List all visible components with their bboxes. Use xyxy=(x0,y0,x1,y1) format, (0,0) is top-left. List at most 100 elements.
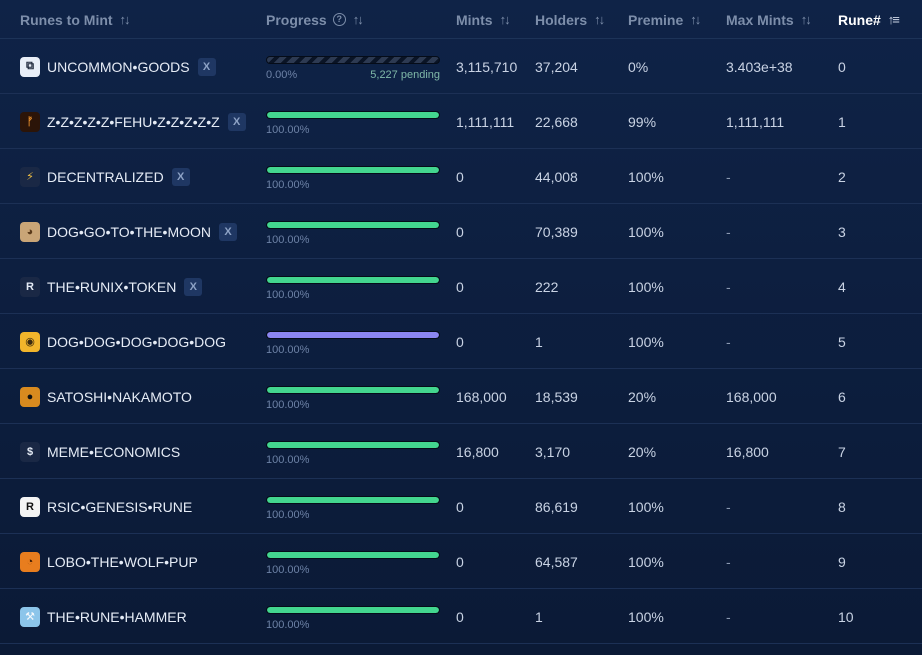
progress-percent: 0.00% xyxy=(266,69,298,81)
max-mints-value: - xyxy=(726,333,731,350)
lightning-icon: ⚡ xyxy=(20,166,40,187)
mints-value: 0 xyxy=(456,333,464,350)
premine-value: 100% xyxy=(628,168,664,185)
rune-name[interactable]: THE•RUNIX•TOKEN xyxy=(47,278,177,295)
rune-number-value: 2 xyxy=(838,168,846,185)
holders-value: 44,008 xyxy=(535,168,578,185)
mints-value: 16,800 xyxy=(456,443,499,460)
rune-name-cell[interactable]: ⚡ DECENTRALIZED X xyxy=(20,149,190,204)
rune-name-cell[interactable]: R RSIC•GENESIS•RUNE xyxy=(20,479,192,534)
max-mints-value: - xyxy=(726,168,731,185)
rune-name-cell[interactable]: ⧉ UNCOMMON•GOODS X xyxy=(20,39,216,94)
table-row[interactable]: ⚒ THE•RUNE•HAMMER 100.00% 0 1 100% - 10 xyxy=(0,589,922,644)
sort-icon[interactable]: ↑↓ xyxy=(119,12,131,27)
rune-name[interactable]: UNCOMMON•GOODS xyxy=(47,58,190,75)
rune-name[interactable]: SATOSHI•NAKAMOTO xyxy=(47,388,192,405)
col-runes-to-mint[interactable]: Runes to Mint ↑↓ xyxy=(20,11,131,28)
rune-name-cell[interactable]: ᚠ Z•Z•Z•Z•Z•FEHU•Z•Z•Z•Z•Z X xyxy=(20,94,246,149)
rune-name-cell[interactable]: ◔ LOBO•THE•WOLF•PUP xyxy=(20,534,198,589)
sort-icon[interactable]: ↑↓ xyxy=(499,12,511,27)
rune-name[interactable]: THE•RUNE•HAMMER xyxy=(47,608,187,625)
x-twitter-icon[interactable]: X xyxy=(219,222,238,241)
progress-percent: 100.00% xyxy=(266,564,310,576)
rune-name[interactable]: Z•Z•Z•Z•Z•FEHU•Z•Z•Z•Z•Z xyxy=(47,113,220,130)
uncommon-goods-icon: ⧉ xyxy=(20,56,40,77)
x-twitter-icon[interactable]: X xyxy=(184,277,203,296)
progress-bar xyxy=(266,551,440,559)
rune-number-value: 0 xyxy=(838,58,846,75)
sort-icon[interactable]: ↑↓ xyxy=(690,12,701,27)
max-mints-value: - xyxy=(726,553,731,570)
rune-name-cell[interactable]: R THE•RUNIX•TOKEN X xyxy=(20,259,203,314)
max-mints-value: 1,111,111 xyxy=(726,113,785,130)
rune-name[interactable]: DOG•GO•TO•THE•MOON xyxy=(47,223,212,240)
progress-percent: 100.00% xyxy=(266,234,310,246)
rune-number-value: 1 xyxy=(838,113,846,130)
rune-name-cell[interactable]: $ MEME•ECONOMICS xyxy=(20,424,180,479)
col-max-mints[interactable]: Max Mints ↑↓ xyxy=(726,11,812,28)
premine-value: 99% xyxy=(628,113,657,130)
premine-value: 100% xyxy=(628,278,664,295)
progress-bar xyxy=(266,441,440,449)
progress-cell: 100.00% xyxy=(266,259,440,314)
progress-bar xyxy=(266,111,440,119)
rune-name[interactable]: RSIC•GENESIS•RUNE xyxy=(47,498,193,515)
progress-percent: 100.00% xyxy=(266,179,310,191)
rune-name[interactable]: MEME•ECONOMICS xyxy=(47,443,181,460)
table-row[interactable]: R THE•RUNIX•TOKEN X 100.00% 0 222 100% -… xyxy=(0,259,922,314)
col-rune-number[interactable]: Rune# ↑≡ xyxy=(838,11,900,28)
table-row[interactable]: R RSIC•GENESIS•RUNE 100.00% 0 86,619 100… xyxy=(0,479,922,534)
mints-value: 0 xyxy=(456,278,464,295)
table-row[interactable]: $ MEME•ECONOMICS 100.00% 16,800 3,170 20… xyxy=(0,424,922,479)
holders-value: 18,539 xyxy=(535,388,578,405)
rune-name[interactable]: DECENTRALIZED xyxy=(47,168,164,185)
dollar-icon: $ xyxy=(20,441,40,462)
fehu-icon: ᚠ xyxy=(20,111,40,132)
table-row[interactable]: ◉ DOG•DOG•DOG•DOG•DOG 100.00% 0 1 100% -… xyxy=(0,314,922,369)
progress-bar xyxy=(266,331,440,339)
premine-value: 100% xyxy=(628,223,664,240)
table-row[interactable]: ◕ DOG•GO•TO•THE•MOON X 100.00% 0 70,389 … xyxy=(0,204,922,259)
sort-icon[interactable]: ↑↓ xyxy=(594,12,605,27)
wolf-icon: ◔ xyxy=(20,551,40,572)
x-twitter-icon[interactable]: X xyxy=(227,112,246,131)
col-holders[interactable]: Holders ↑↓ xyxy=(535,11,605,28)
rune-name-cell[interactable]: ⚒ THE•RUNE•HAMMER xyxy=(20,589,187,644)
rsic-icon: R xyxy=(20,496,40,517)
rune-number-value: 9 xyxy=(838,553,846,570)
dog-icon: ◕ xyxy=(20,221,40,242)
col-mints[interactable]: Mints ↑↓ xyxy=(456,11,511,28)
mints-value: 168,000 xyxy=(456,388,507,405)
premine-value: 20% xyxy=(628,388,657,405)
table-row[interactable]: ● SATOSHI•NAKAMOTO 100.00% 168,000 18,53… xyxy=(0,369,922,424)
rune-number-value: 5 xyxy=(838,333,846,350)
table-row[interactable]: ᚠ Z•Z•Z•Z•Z•FEHU•Z•Z•Z•Z•Z X 100.00% 1,1… xyxy=(0,94,922,149)
runix-icon: R xyxy=(20,276,40,297)
x-twitter-icon[interactable]: X xyxy=(171,167,190,186)
progress-bar xyxy=(266,166,440,174)
progress-cell: 100.00% xyxy=(266,149,440,204)
progress-percent: 100.00% xyxy=(266,399,310,411)
table-row[interactable]: ⚡ DECENTRALIZED X 100.00% 0 44,008 100% … xyxy=(0,149,922,204)
rune-name-cell[interactable]: ● SATOSHI•NAKAMOTO xyxy=(20,369,192,424)
col-premine[interactable]: Premine ↑↓ xyxy=(628,11,701,28)
progress-cell: 100.00% xyxy=(266,479,440,534)
x-twitter-icon[interactable]: X xyxy=(197,57,216,76)
col-progress[interactable]: Progress ? ↑↓ xyxy=(266,11,364,28)
sort-icon[interactable]: ↑↓ xyxy=(352,12,364,27)
progress-bar xyxy=(266,496,440,504)
rune-number-value: 6 xyxy=(838,388,846,405)
sort-asc-icon[interactable]: ↑≡ xyxy=(887,12,900,27)
satoshi-icon: ● xyxy=(20,386,40,407)
max-mints-value: - xyxy=(726,498,731,515)
rune-name[interactable]: DOG•DOG•DOG•DOG•DOG xyxy=(47,333,227,350)
progress-percent: 100.00% xyxy=(266,619,310,631)
progress-cell: 0.00% 5,227 pending xyxy=(266,39,440,94)
table-row[interactable]: ◔ LOBO•THE•WOLF•PUP 100.00% 0 64,587 100… xyxy=(0,534,922,589)
rune-name[interactable]: LOBO•THE•WOLF•PUP xyxy=(47,553,198,570)
rune-name-cell[interactable]: ◕ DOG•GO•TO•THE•MOON X xyxy=(20,204,238,259)
table-row[interactable]: ⧉ UNCOMMON•GOODS X 0.00% 5,227 pending 3… xyxy=(0,39,922,94)
rune-name-cell[interactable]: ◉ DOG•DOG•DOG•DOG•DOG xyxy=(20,314,226,369)
help-icon[interactable]: ? xyxy=(332,13,346,26)
sort-icon[interactable]: ↑↓ xyxy=(800,12,812,27)
